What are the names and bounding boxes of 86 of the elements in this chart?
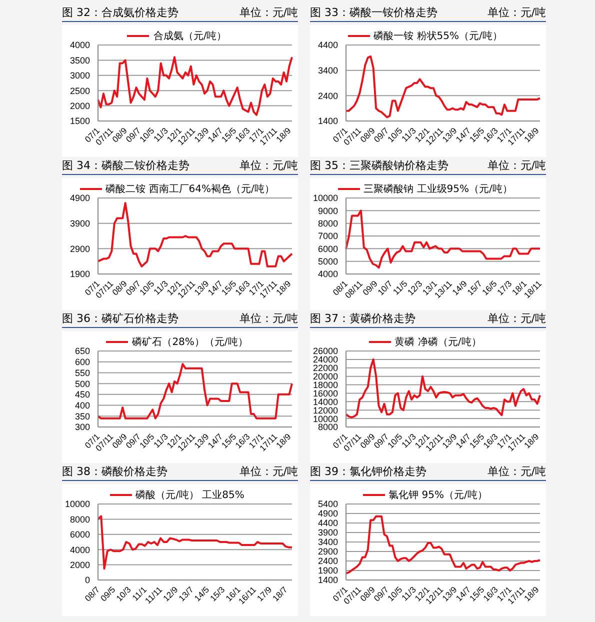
- y-tick-label: 22000: [312, 363, 338, 374]
- y-tick-label: 4000: [70, 544, 90, 555]
- chart-title: 图 35：三聚磷酸钠价格走势: [310, 158, 448, 173]
- y-tick-label: 8000: [70, 514, 90, 524]
- y-tick-label: 4900: [318, 508, 338, 519]
- y-tick-label: 1400: [318, 575, 338, 586]
- y-tick-label: 350: [74, 411, 90, 422]
- y-tick-label: 5000: [318, 256, 338, 267]
- y-tick-label: 12000: [312, 405, 338, 416]
- y-tick-label: 1900: [318, 566, 338, 576]
- line-series: [97, 515, 293, 570]
- line-series: [345, 358, 541, 418]
- chart-title: 图 36：磷矿石价格走势: [62, 311, 178, 326]
- chart-subtitle: 单位：元/吨: [239, 5, 298, 20]
- y-tick-label: 3500: [70, 55, 90, 66]
- chart-title: 图 34：磷酸二铵价格走势: [62, 158, 190, 173]
- y-tick-label: 3900: [70, 218, 90, 229]
- y-tick-label: 5400: [318, 499, 338, 510]
- y-tick-label: 650: [74, 346, 90, 356]
- chart-subtitle: 单位：元/吨: [239, 158, 298, 173]
- y-tick-label: 24000: [312, 354, 338, 365]
- line-series: [345, 210, 541, 269]
- y-tick-label: 2400: [318, 556, 338, 566]
- y-tick-label: 6000: [70, 530, 90, 540]
- chart-title: 图 33：磷酸一铵价格走势: [310, 5, 438, 20]
- chart-subtitle: 单位：元/吨: [487, 311, 546, 326]
- line-series: [97, 56, 293, 116]
- y-tick-label: 4400: [318, 518, 338, 528]
- chart-title: 图 32：合成氨价格走势: [62, 5, 178, 20]
- legend-label: 三聚磷酸钠 工业级95%（元/吨）: [362, 182, 512, 196]
- y-tick-label: 20000: [312, 372, 338, 382]
- y-tick-label: 8000: [318, 218, 338, 229]
- y-tick-label: 3900: [318, 528, 338, 538]
- y-tick-label: 9000: [318, 206, 338, 216]
- y-tick-label: 3400: [318, 66, 338, 76]
- chart-subtitle: 单位：元/吨: [487, 158, 546, 173]
- legend-label: 黄磷 净磷（元/吨）: [394, 336, 482, 349]
- y-tick-label: 2000: [70, 100, 90, 111]
- y-tick-label: 450: [74, 390, 90, 400]
- y-tick-label: 10000: [312, 414, 338, 424]
- y-tick-label: 3000: [70, 70, 90, 81]
- y-tick-label: 2900: [318, 546, 338, 557]
- line-series: [345, 55, 541, 118]
- chart-subtitle: 单位：元/吨: [239, 464, 298, 479]
- y-tick-label: 300: [74, 422, 90, 432]
- y-tick-label: 7000: [318, 231, 338, 242]
- legend-label: 磷酸二铵 西南工厂64%褐色（元/吨）: [106, 184, 274, 195]
- chart-subtitle: 单位：元/吨: [239, 311, 298, 326]
- y-tick-label: 1900: [70, 269, 90, 280]
- line-series: [97, 363, 293, 420]
- y-tick-label: 0: [84, 575, 90, 586]
- y-tick-label: 600: [74, 357, 90, 368]
- y-tick-label: 2500: [70, 86, 90, 96]
- chart-subtitle: 单位：元/吨: [487, 5, 546, 20]
- y-tick-label: 4000: [70, 40, 90, 50]
- y-tick-label: 2900: [70, 244, 90, 254]
- chart-title: 图 38：磷酸价格走势: [62, 464, 168, 479]
- chart-subtitle: 单位：元/吨: [487, 464, 546, 479]
- legend-label: 氯化钾 95%（元/吨）: [388, 488, 488, 502]
- legend-label: 磷矿石（28%）（元/吨）: [131, 336, 248, 349]
- y-tick-label: 1400: [318, 116, 338, 126]
- y-tick-label: 3400: [318, 537, 338, 548]
- legend-label: 磷酸一铵 粉状55%（元/吨）: [372, 30, 502, 43]
- y-tick-label: 10000: [64, 499, 90, 510]
- y-tick-label: 500: [74, 378, 90, 389]
- y-tick-label: 6000: [318, 244, 338, 254]
- y-tick-label: 26000: [312, 346, 338, 356]
- y-tick-label: 2000: [70, 560, 90, 570]
- y-tick-label: 4900: [70, 193, 90, 204]
- legend-label: 合成氨（元/吨）: [152, 30, 227, 43]
- y-tick-label: 14000: [312, 396, 338, 407]
- y-tick-label: 4000: [318, 269, 338, 280]
- y-tick-label: 18000: [312, 380, 338, 390]
- y-tick-label: 400: [74, 400, 90, 410]
- y-tick-label: 550: [74, 368, 90, 378]
- line-series: [345, 515, 541, 574]
- y-tick-label: 4400: [318, 40, 338, 50]
- y-tick-label: 10000: [312, 193, 338, 204]
- chart-title: 图 39：氯化钾价格走势: [310, 464, 426, 479]
- y-tick-label: 8000: [318, 422, 338, 432]
- chart-title: 图 37：黄磷价格走势: [310, 311, 416, 326]
- y-tick-label: 16000: [312, 388, 338, 398]
- y-tick-label: 2400: [318, 90, 338, 101]
- legend-label: 磷酸（元/吨） 工业85%: [134, 488, 244, 502]
- y-tick-label: 1500: [70, 116, 90, 126]
- line-series: [97, 202, 293, 268]
